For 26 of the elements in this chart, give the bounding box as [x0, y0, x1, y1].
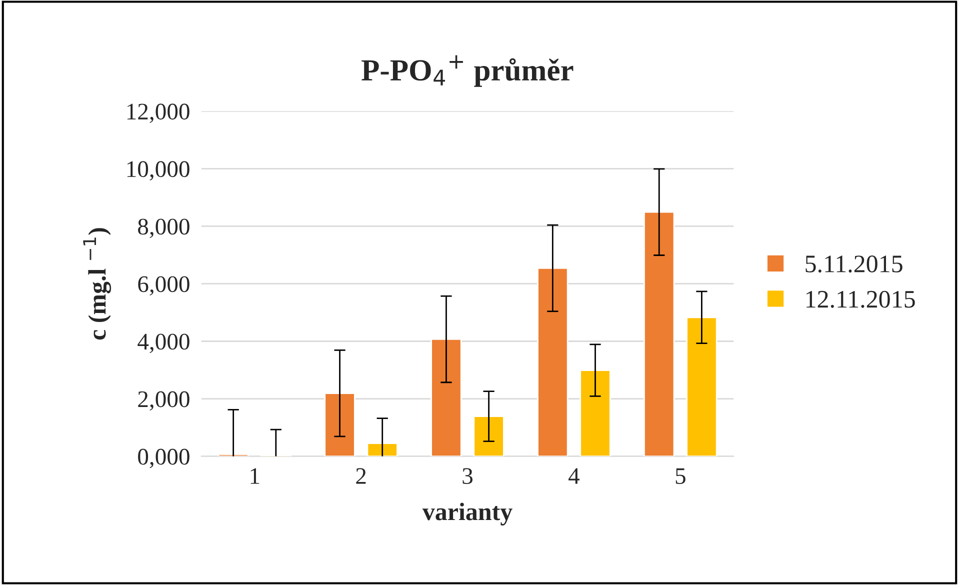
y-tick-label: 0,000	[138, 448, 190, 468]
y-tick-label: 12,000	[127, 104, 190, 123]
y-tick-label: 6,000	[138, 276, 190, 296]
bar	[644, 211, 675, 456]
legend-label: 5.11.2015	[806, 256, 902, 273]
bar	[430, 338, 462, 456]
y-axis-title: c (mg.l $^{−1}$)	[83, 228, 112, 340]
y-tick-label: 8,000	[138, 218, 190, 238]
bar	[686, 316, 718, 456]
bar	[366, 442, 398, 456]
y-tick-label: 4,000	[138, 334, 190, 354]
x-tick-label: 3	[462, 468, 472, 484]
x-tick-label: 1	[250, 468, 260, 484]
x-tick-label: 4	[568, 468, 580, 484]
x-axis-title: varianty	[422, 502, 512, 526]
bar	[537, 268, 568, 456]
x-tick-label: 2	[356, 468, 366, 484]
bar	[473, 416, 504, 456]
x-tick-label: 5	[676, 468, 686, 484]
legend-label: 12.11.2015	[806, 290, 915, 308]
bar	[218, 454, 249, 456]
chart-title: P-PO$_{4}$$^{+}$ průměr	[362, 55, 574, 87]
y-tick-label: 2,000	[138, 391, 190, 411]
bar	[580, 370, 611, 456]
bar	[324, 392, 356, 456]
y-tick-label: 10,000	[127, 161, 190, 180]
